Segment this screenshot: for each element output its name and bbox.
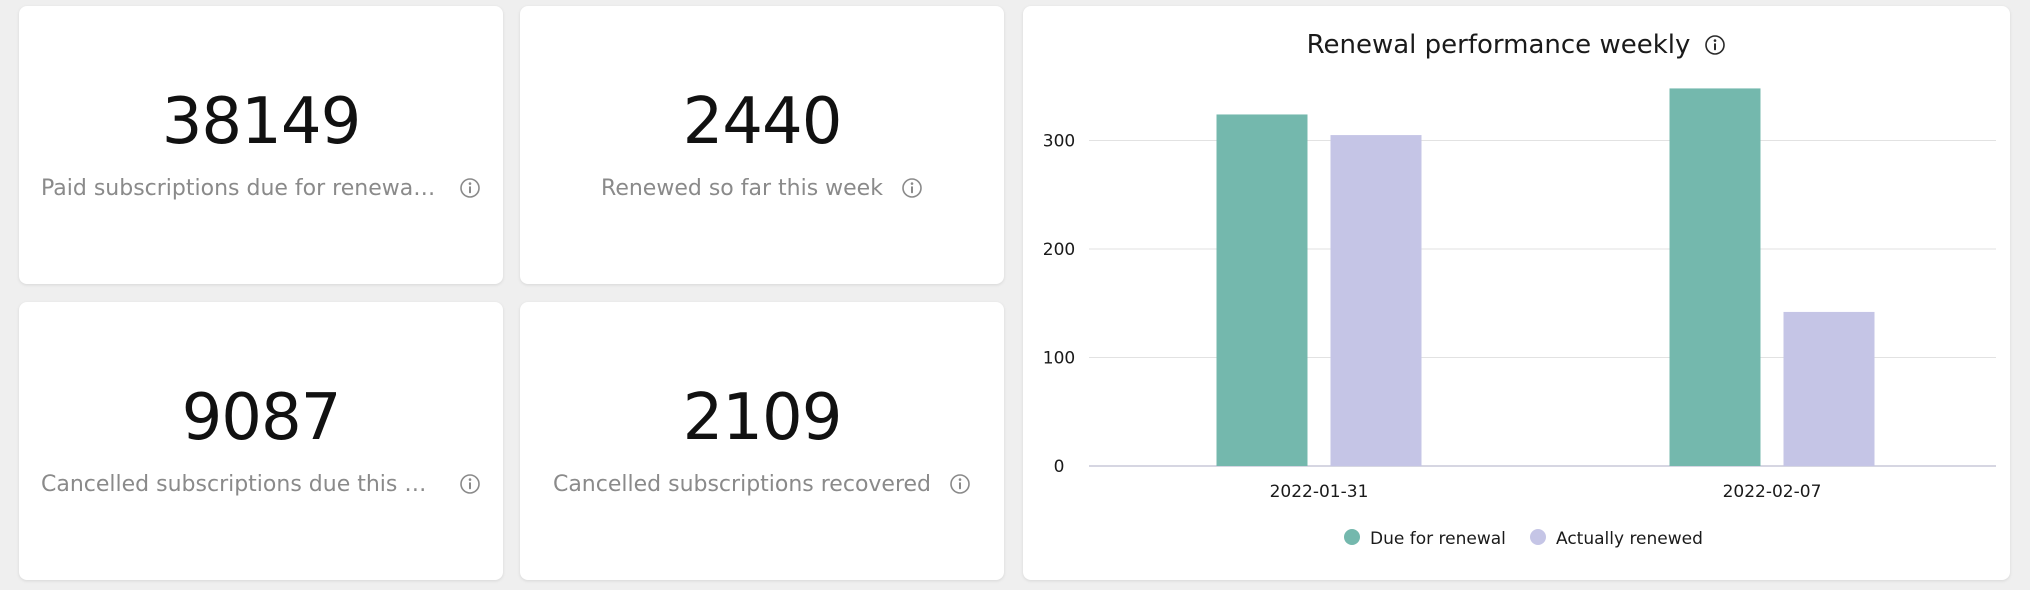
bar — [1669, 88, 1761, 467]
legend-label: Due for renewal — [1370, 529, 1506, 549]
y-tick-label: 0 — [1054, 457, 1065, 477]
stat-card-due-renewal: 38149 Paid subscriptions due for renewal… — [19, 6, 503, 284]
chart-title: Renewal performance weekly — [1306, 30, 1691, 60]
y-tick-label: 200 — [1043, 240, 1075, 260]
stat-card-renewed-this-week: 2440 Renewed so far this week — [520, 6, 1004, 284]
bar-chart: 0 100 200 300 2022-01-31 2022-02-07 Due for re… — [1043, 88, 1996, 549]
legend-marker — [1344, 529, 1360, 545]
stat-label: Cancelled subscriptions recovered — [552, 471, 932, 497]
stat-label: Paid subscriptions due for renewal t... — [41, 175, 441, 201]
info-icon[interactable] — [459, 473, 481, 495]
x-tick-label: 2022-02-07 — [1723, 482, 1822, 502]
info-icon[interactable] — [1704, 34, 1726, 56]
legend-label: Actually renewed — [1556, 529, 1703, 549]
y-tick-label: 100 — [1043, 349, 1075, 369]
y-tick-label: 300 — [1043, 132, 1075, 152]
info-icon[interactable] — [459, 177, 481, 199]
x-tick-label: 2022-01-31 — [1270, 482, 1369, 502]
stat-card-cancelled-due: 9087 Cancelled subscriptions due this we… — [19, 302, 503, 580]
chart-card-renewal-performance: Renewal performance weekly 0 100 200 300 202… — [1023, 6, 2010, 580]
legend-marker — [1530, 529, 1546, 545]
stat-value: 38149 — [161, 84, 362, 159]
info-icon[interactable] — [901, 177, 923, 199]
stat-card-cancelled-recovered: 2109 Cancelled subscriptions recovered — [520, 302, 1004, 580]
stat-value: 2440 — [682, 84, 843, 159]
bar — [1216, 114, 1308, 467]
bar — [1330, 135, 1422, 466]
info-icon[interactable] — [949, 473, 971, 495]
stat-label: Renewed so far this week — [601, 175, 883, 201]
stat-label: Cancelled subscriptions due this week — [41, 471, 441, 497]
stat-value: 2109 — [682, 380, 843, 455]
stat-value: 9087 — [181, 380, 342, 455]
bar — [1783, 311, 1875, 466]
